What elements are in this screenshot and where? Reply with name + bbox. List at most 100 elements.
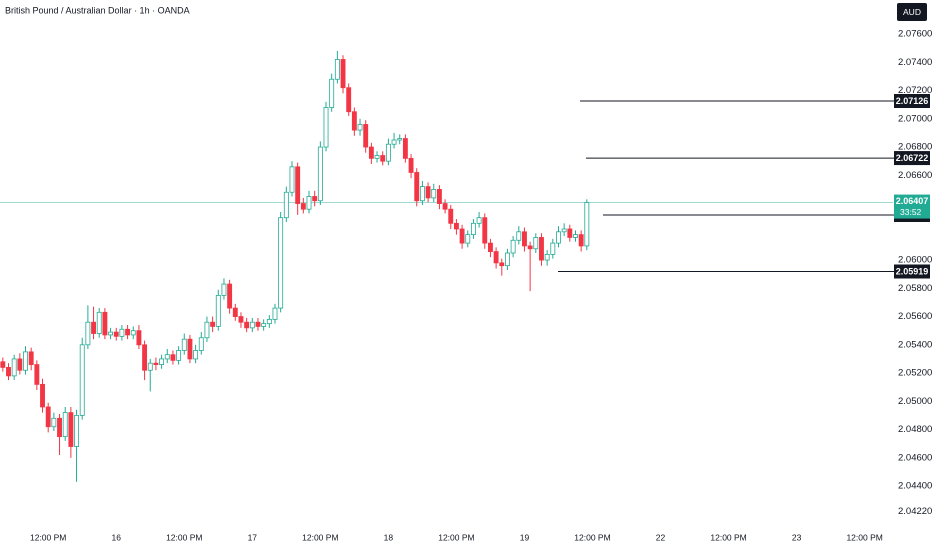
candle-body bbox=[85, 321, 91, 346]
y-tick-label: 2.05200 bbox=[898, 368, 932, 379]
candle-body bbox=[425, 186, 431, 199]
chart-title: British Pound / Australian Dollar · 1h ·… bbox=[5, 5, 190, 15]
candle-body bbox=[578, 234, 584, 247]
currency-box[interactable] bbox=[897, 3, 927, 21]
candle-body bbox=[488, 242, 493, 252]
candle-body bbox=[57, 417, 62, 438]
candle-body bbox=[527, 245, 533, 250]
candle-body bbox=[102, 311, 108, 336]
candle-body bbox=[153, 362, 159, 365]
candle-body bbox=[28, 351, 34, 365]
candle-body bbox=[17, 358, 23, 371]
candle-body bbox=[261, 323, 267, 327]
candle-body bbox=[374, 155, 380, 159]
x-tick-label: 17 bbox=[248, 532, 258, 542]
y-tick-label: 2.05800 bbox=[898, 283, 932, 294]
candle-body bbox=[516, 231, 522, 241]
candle-body bbox=[436, 189, 442, 204]
candle-body bbox=[357, 124, 363, 131]
candle-body bbox=[323, 107, 329, 148]
candle-body bbox=[255, 321, 261, 327]
candle-body bbox=[448, 208, 454, 224]
candle-body bbox=[170, 354, 176, 361]
candle-body bbox=[550, 242, 556, 255]
candle-body bbox=[368, 146, 374, 159]
candle-body bbox=[147, 362, 153, 371]
x-tick-label: 16 bbox=[111, 532, 121, 542]
candle-body bbox=[351, 111, 357, 131]
y-tick-label: 2.04800 bbox=[898, 424, 932, 435]
y-tick-label: 2.06600 bbox=[898, 170, 932, 181]
candle-body bbox=[510, 239, 516, 254]
x-tick-label: 12:00 PM bbox=[302, 532, 338, 542]
candle-body bbox=[561, 228, 567, 233]
last-price-box bbox=[894, 194, 930, 219]
candle-body bbox=[306, 196, 312, 210]
candle-body bbox=[459, 228, 465, 244]
level-label: 2.05919 bbox=[896, 266, 929, 276]
x-tick-label: 12:00 PM bbox=[574, 532, 610, 542]
candle-body bbox=[79, 344, 85, 416]
candle-body bbox=[142, 344, 148, 371]
candle-body bbox=[499, 262, 505, 267]
candle-body bbox=[159, 358, 165, 365]
candle-body bbox=[221, 283, 227, 296]
candle-body bbox=[408, 157, 414, 173]
last-price-label: 2.06407 bbox=[896, 196, 929, 206]
candle-body bbox=[482, 217, 488, 244]
level-label-box bbox=[894, 151, 930, 166]
candle-body bbox=[45, 406, 51, 428]
candle-body bbox=[419, 186, 425, 202]
candle-body bbox=[130, 330, 136, 336]
candle-body bbox=[193, 350, 199, 360]
candle-body bbox=[6, 367, 11, 377]
candle-body bbox=[51, 417, 57, 428]
y-tick-label: 2.07200 bbox=[898, 85, 932, 96]
y-tick-label: 2.04220 bbox=[898, 506, 932, 517]
candle-body bbox=[414, 172, 420, 202]
y-tick-label: 2.04600 bbox=[898, 452, 932, 463]
candle-body bbox=[493, 251, 499, 264]
x-tick-label: 18 bbox=[384, 532, 394, 542]
candle-body bbox=[91, 321, 96, 334]
candle-body bbox=[573, 234, 578, 238]
candle-body bbox=[125, 328, 131, 336]
candle-body bbox=[283, 191, 289, 219]
y-tick-label: 2.04400 bbox=[898, 481, 932, 492]
candle-body bbox=[522, 231, 527, 247]
candle-body bbox=[0, 361, 6, 368]
x-tick-label: 12:00 PM bbox=[438, 532, 474, 542]
candle-body bbox=[249, 321, 255, 329]
candle-body bbox=[470, 222, 476, 236]
candle-body bbox=[68, 412, 74, 447]
candle-body bbox=[385, 143, 391, 162]
x-tick-label: 12:00 PM bbox=[30, 532, 66, 542]
candle-body bbox=[431, 189, 437, 199]
candle-body bbox=[363, 124, 369, 148]
x-tick-label: 12:00 PM bbox=[166, 532, 202, 542]
candle-body bbox=[505, 252, 510, 267]
y-tick-label: 2.06800 bbox=[898, 142, 932, 153]
y-tick-label: 2.05000 bbox=[898, 396, 932, 407]
level-label: 2.06722 bbox=[896, 153, 929, 163]
candle-body bbox=[476, 217, 482, 224]
candle-body bbox=[232, 307, 238, 317]
candle-body bbox=[453, 222, 459, 230]
candle-body bbox=[176, 350, 182, 361]
candle-body bbox=[34, 364, 40, 385]
x-tick-label: 22 bbox=[656, 532, 666, 542]
level-label-box bbox=[894, 93, 930, 108]
y-tick-label: 2.07600 bbox=[898, 29, 932, 40]
y-tick-label: 2.05400 bbox=[898, 339, 932, 350]
candle-body bbox=[289, 166, 295, 193]
level-label: 2.07126 bbox=[896, 96, 929, 106]
candle-body bbox=[329, 78, 335, 108]
candle-body bbox=[340, 59, 346, 89]
candle-body bbox=[113, 331, 119, 337]
candle-body bbox=[334, 59, 340, 80]
candle-body bbox=[210, 321, 216, 327]
candle-body bbox=[215, 294, 221, 327]
currency-label[interactable]: AUD bbox=[903, 7, 921, 17]
candle-body bbox=[244, 321, 250, 329]
